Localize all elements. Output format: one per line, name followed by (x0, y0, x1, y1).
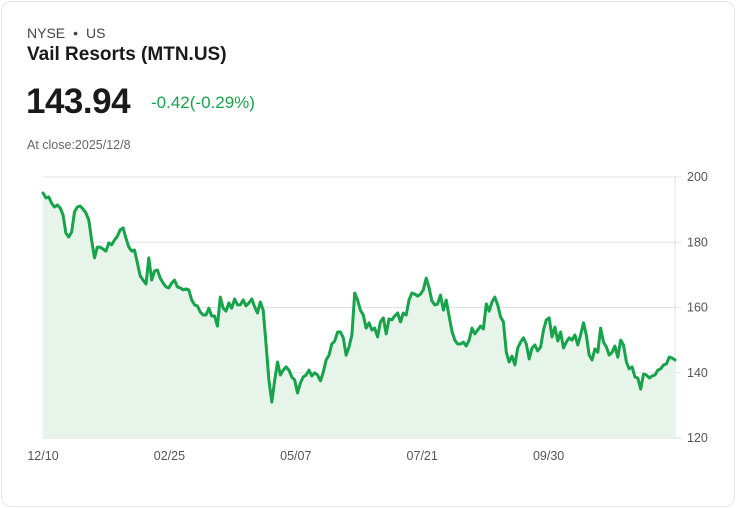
price-line (41, 191, 677, 404)
x-tick-label: 05/07 (280, 449, 311, 463)
price-change: -0.42(-0.29%) (151, 93, 255, 112)
separator-dot: • (73, 25, 79, 41)
y-tick-label: 120 (687, 431, 708, 445)
y-tick-label: 180 (687, 235, 708, 249)
exchange-name: NYSE (27, 25, 66, 41)
area-fill (43, 193, 675, 438)
region: US (86, 25, 106, 41)
x-tick-label: 09/30 (533, 449, 564, 463)
x-tick-label: 02/25 (154, 449, 185, 463)
stock-title: Vail Resorts (MTN.US) (27, 44, 227, 65)
current-price: 143.94 (26, 82, 131, 121)
y-tick-label: 140 (687, 366, 708, 380)
x-tick-label: 07/21 (407, 449, 438, 463)
exchange-line: NYSE • US (27, 25, 105, 41)
close-date: At close:2025/12/8 (27, 138, 131, 152)
y-tick-label: 200 (687, 170, 708, 184)
x-tick-label: 12/10 (27, 449, 58, 463)
y-tick-label: 160 (687, 301, 708, 315)
